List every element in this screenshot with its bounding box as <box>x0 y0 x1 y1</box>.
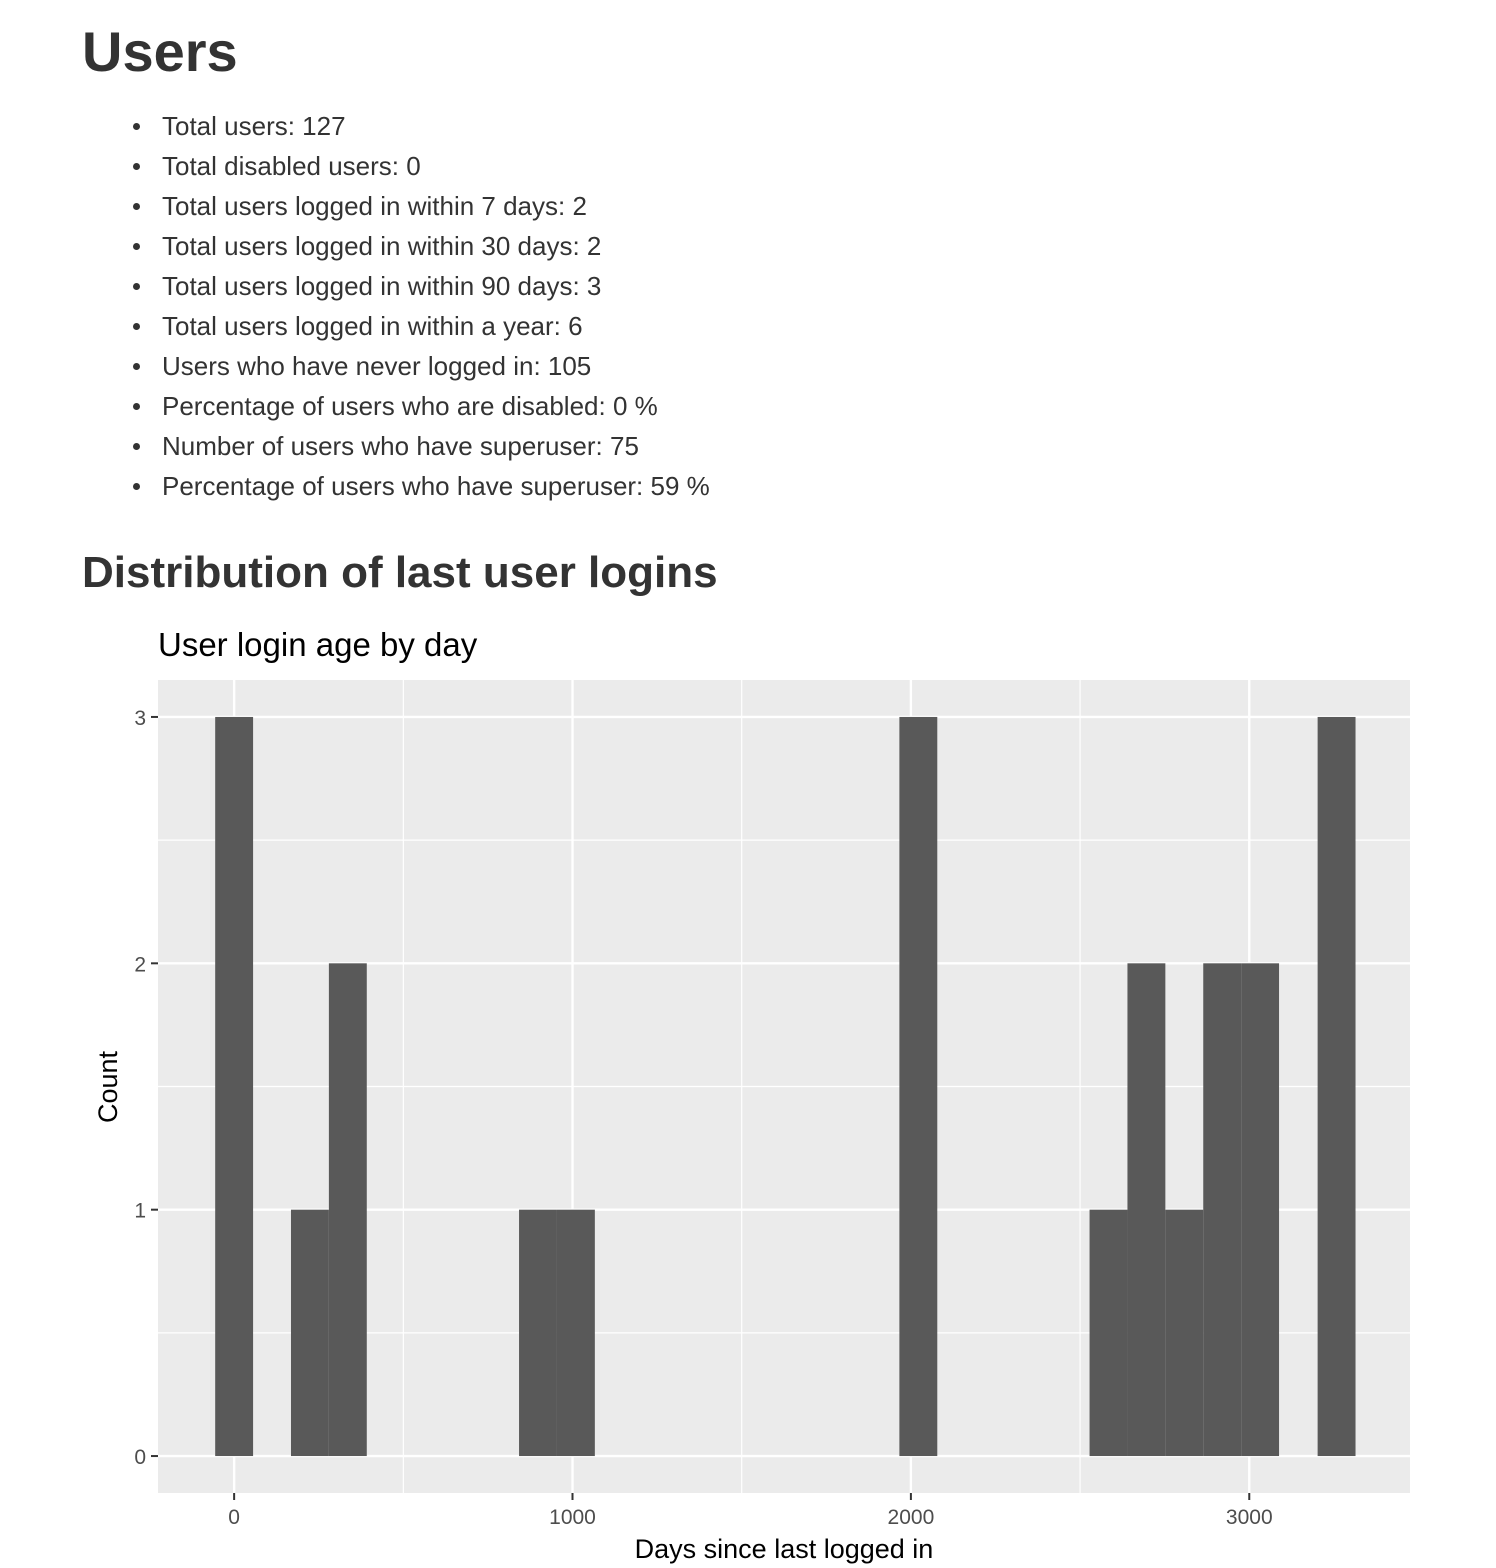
stat-logged-in-90-days: Total users logged in within 90 days: 3 <box>133 266 710 306</box>
x-tick-label: 1000 <box>549 1506 596 1529</box>
histogram-bar <box>899 716 938 1457</box>
stat-logged-in-7-days: Total users logged in within 7 days: 2 <box>133 186 710 226</box>
stat-never-logged-in: Users who have never logged in: 105 <box>133 346 710 386</box>
histogram-bars <box>215 716 1356 1457</box>
histogram-bar <box>215 716 254 1457</box>
histogram-bar <box>519 1209 557 1457</box>
histogram-bar <box>328 963 367 1457</box>
section-title: Distribution of last user logins <box>82 548 718 597</box>
axes: 0 1000 2000 3000 0 1 2 3 <box>134 707 1272 1529</box>
histogram-bar <box>1165 1209 1204 1457</box>
y-tick-label: 3 <box>134 707 146 730</box>
y-axis-label: Count <box>93 1050 123 1123</box>
y-tick-label: 0 <box>134 1446 146 1469</box>
histogram-bar <box>1317 716 1356 1457</box>
histogram-bar <box>290 1209 329 1457</box>
chart-title: User login age by day <box>158 626 478 663</box>
histogram-bar <box>1203 963 1242 1457</box>
stat-logged-in-year: Total users logged in within a year: 6 <box>133 306 710 346</box>
x-tick-label: 3000 <box>1226 1506 1273 1529</box>
x-axis-label: Days since last logged in <box>635 1534 934 1564</box>
stat-total-disabled-users: Total disabled users: 0 <box>133 146 710 186</box>
user-stats-list: Total users: 127 Total disabled users: 0… <box>82 106 710 506</box>
stat-total-users: Total users: 127 <box>133 106 710 146</box>
stat-logged-in-30-days: Total users logged in within 30 days: 2 <box>133 226 710 266</box>
x-tick-label: 2000 <box>888 1506 935 1529</box>
histogram-bar <box>1127 963 1166 1457</box>
page-title: Users <box>82 20 238 83</box>
histogram-bar <box>1089 1209 1128 1457</box>
x-tick-label: 0 <box>228 1506 240 1529</box>
stat-percent-superuser: Percentage of users who have superuser: … <box>133 466 710 506</box>
histogram-bar <box>556 1209 595 1457</box>
login-age-histogram: User login age by day 0 1000 2000 30000123 … <box>93 626 1410 1564</box>
y-tick-label: 2 <box>134 953 146 976</box>
stat-superuser-count: Number of users who have superuser: 75 <box>133 426 710 466</box>
y-tick-label: 1 <box>134 1200 146 1223</box>
histogram-bar <box>1241 963 1280 1457</box>
stat-percent-disabled: Percentage of users who are disabled: 0 … <box>133 386 710 426</box>
